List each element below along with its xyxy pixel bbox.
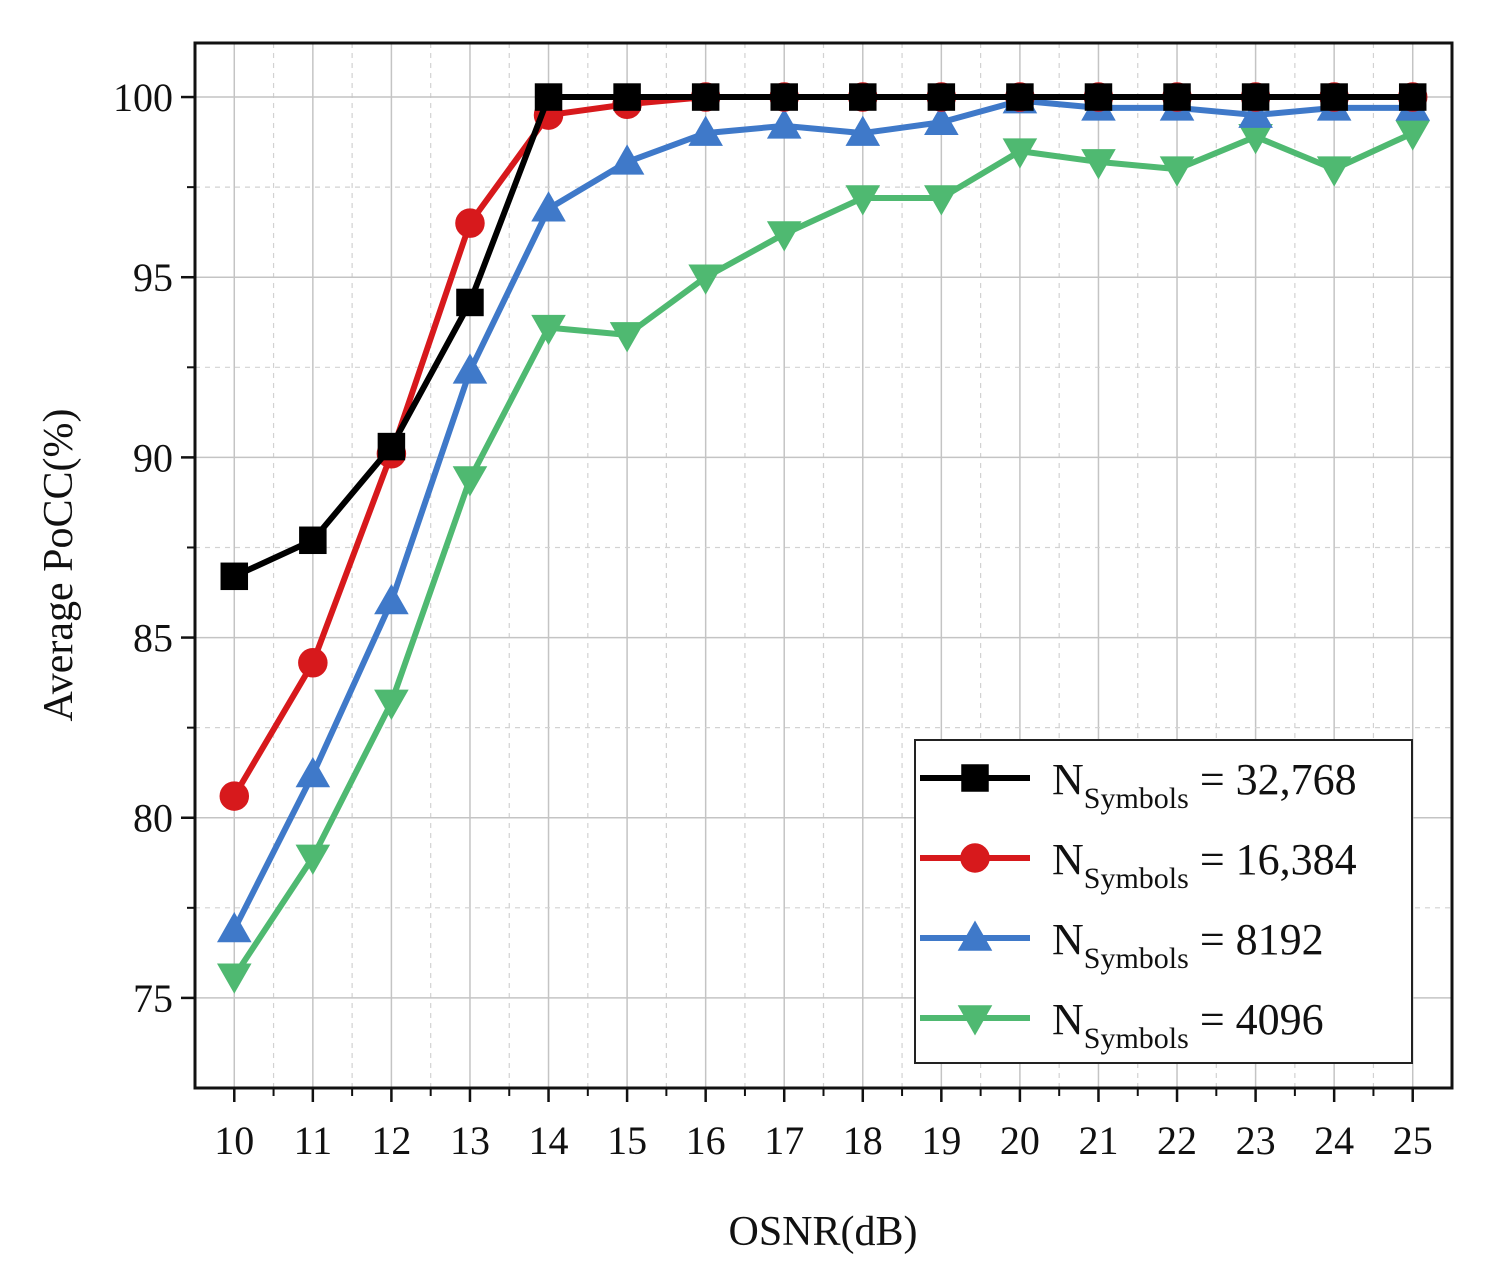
data-point [216,911,252,943]
x-tick-label: 23 [1236,1118,1276,1163]
x-tick-label: 12 [371,1118,411,1163]
series-layer [216,82,1431,994]
x-tick-label: 21 [1078,1118,1118,1163]
data-point [1002,138,1038,169]
legend-entry-1: NSymbols = 32,768 [920,755,1357,815]
y-axis-label: Average PoCC(%) [36,409,82,722]
data-point [456,288,484,317]
data-point [295,756,331,788]
legend-marker [961,764,989,792]
legend-marker [960,843,990,873]
x-tick-label: 24 [1314,1118,1354,1163]
data-point [766,221,802,252]
data-point [1395,120,1431,151]
data-point [1081,149,1116,180]
data-point [374,584,409,615]
data-point [377,432,406,461]
data-point [1238,97,1273,128]
legend-label: NSymbols = 4096 [1052,995,1324,1055]
data-point [766,108,802,139]
x-tick-label: 19 [921,1118,961,1163]
data-point [531,314,566,346]
data-point [927,83,956,111]
data-point [531,191,566,222]
data-point [452,353,488,384]
data-point [1398,83,1427,111]
x-tick-label: 10 [214,1118,254,1163]
data-point [849,83,877,111]
data-point [691,83,720,111]
series-line [231,130,1414,978]
y-tick-label: 75 [133,976,173,1021]
legend-label: NSymbols = 32,768 [1052,755,1357,815]
data-point [1241,83,1270,111]
x-tick-label: 22 [1157,1118,1197,1163]
data-point [534,83,563,111]
data-point [1320,83,1348,111]
y-tick-label: 95 [133,255,173,300]
data-point [295,844,331,875]
x-tick-label: 16 [686,1118,726,1163]
data-point [609,322,645,353]
x-tick-label: 13 [450,1118,490,1163]
data-point [688,115,723,146]
data-point [845,185,881,216]
legend: NSymbols = 32,768 NSymbols = 16,384 NSymbo… [914,739,1413,1064]
series-1 [220,83,1427,591]
legend-marker [957,920,993,951]
legend-marker [957,1005,993,1036]
axes: 10 11 12 13 14 15 16 17 18 19 20 21 22 23 24 25 75 80 85 90… [113,75,1433,1163]
data-point [299,526,327,555]
data-point [452,466,488,497]
data-point [613,83,641,111]
data-point [1006,83,1034,111]
data-point [1084,83,1113,111]
legend-label: NSymbols = 16,384 [1052,835,1357,895]
legend-entry-3: NSymbols = 8192 [920,915,1324,975]
data-point [219,781,250,811]
y-tick-label: 85 [133,616,173,661]
data-point [216,963,252,994]
y-tick-label: 100 [113,75,173,120]
x-tick-label: 14 [529,1118,569,1163]
data-point [924,185,959,216]
data-point [1316,156,1352,187]
legend-label: NSymbols = 8192 [1052,915,1324,975]
y-tick-label: 90 [133,435,173,480]
legend-entry-2: NSymbols = 16,384 [920,835,1357,895]
data-point [770,83,798,111]
x-tick-label: 25 [1393,1118,1433,1163]
y-tick-label: 80 [133,796,173,841]
data-point [1159,156,1195,187]
data-point [924,104,959,136]
data-point [298,648,328,678]
data-point [220,562,249,591]
x-tick-label: 20 [1000,1118,1040,1163]
x-tick-label: 15 [607,1118,647,1163]
x-tick-label: 17 [764,1118,804,1163]
data-point [688,264,723,295]
legend-entry-4: NSymbols = 4096 [920,995,1324,1055]
series-line [231,97,1413,931]
series-4 [216,120,1431,994]
x-axis-label: OSNR(dB) [728,1209,917,1255]
legend-box [914,739,1413,1064]
series-line [233,94,1413,580]
data-point [1163,83,1191,111]
data-point [455,208,485,238]
data-point [609,144,645,175]
x-tick-label: 11 [294,1118,333,1163]
x-tick-label: 18 [843,1118,883,1163]
data-point [374,689,409,720]
data-point [845,115,881,146]
